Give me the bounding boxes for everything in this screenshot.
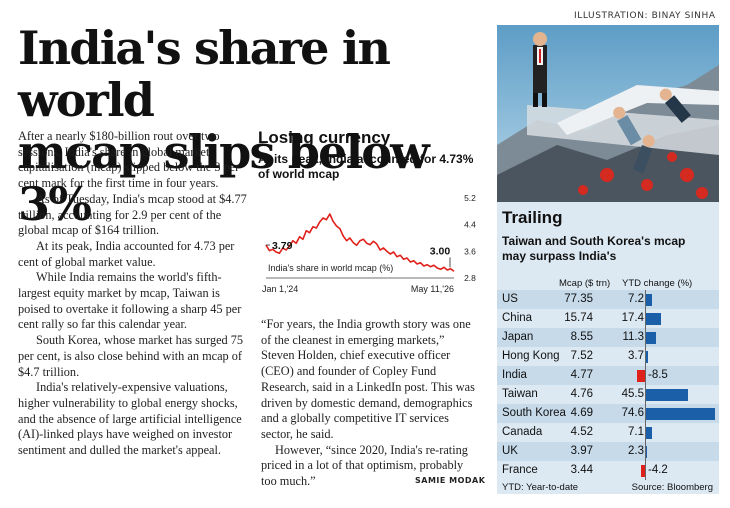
paragraph: After a nearly $180-billion rout over tw… <box>18 129 240 191</box>
ytd-value: 7.1 <box>628 426 644 438</box>
illustration <box>497 25 719 202</box>
y-tick-label: 5.2 <box>464 193 476 203</box>
table-row: South Korea 4.69 74.6 <box>497 404 719 423</box>
ytd-value: 7.2 <box>628 293 644 305</box>
article-column-1: After a nearly $180-billion rout over tw… <box>18 129 250 459</box>
ytd-bar <box>645 408 715 420</box>
mcap-value: 4.76 <box>570 388 593 400</box>
country-label: Canada <box>502 426 543 438</box>
table-row: Taiwan 4.76 45.5 <box>497 385 719 404</box>
ytd-bar <box>645 446 648 458</box>
country-label: India <box>502 369 527 381</box>
paragraph: “For years, the India growth story was o… <box>261 317 475 441</box>
ytd-value: 45.5 <box>621 388 644 400</box>
x-start-label: Jan 1,'24 <box>262 284 298 294</box>
country-label: Taiwan <box>502 388 538 400</box>
paragraph: As of Tuesday, India's mcap stood at $4.… <box>18 191 247 238</box>
chart-title: Losing currency <box>258 128 391 147</box>
paragraph: At its peak, India accounted for 4.73 pe… <box>18 238 235 269</box>
table-row: UK 3.97 2.3 <box>497 442 719 461</box>
mcap-value: 8.55 <box>570 331 593 343</box>
paragraph: However, “since 2020, India's re-rating … <box>261 442 468 489</box>
zero-axis-line <box>645 290 646 480</box>
ytd-value: 11.3 <box>622 331 644 343</box>
y-tick-label: 2.8 <box>464 273 476 283</box>
paragraph: South Korea, whose market has surged 75 … <box>18 333 244 379</box>
mcap-value: 3.44 <box>570 464 593 476</box>
series-legend-label: India's share in world mcap (%) <box>268 263 393 273</box>
line-chart-panel: Losing currency At its peak, India accou… <box>258 128 484 298</box>
paragraph: While India remains the world's fifth-la… <box>18 270 242 332</box>
ytd-value: 74.6 <box>621 407 644 419</box>
ytd-bar <box>637 370 645 382</box>
country-label: France <box>502 464 538 476</box>
trailing-table: US 77.35 7.2 China 15.74 17.4 Japan 8.55 11.3 Hon… <box>497 290 719 480</box>
article-column-2: “For years, the India growth story was o… <box>261 317 481 490</box>
headline-line-2: mcap slips below 3% <box>18 125 430 231</box>
headline: India's share in world mcap slips below … <box>18 22 488 230</box>
country-label: UK <box>502 445 518 457</box>
y-tick-label: 3.6 <box>464 246 476 256</box>
country-label: South Korea <box>502 407 566 419</box>
paragraph: India's relatively-expensive valuations,… <box>18 380 242 458</box>
mcap-value: 77.35 <box>564 293 593 305</box>
column-header-mcap: Mcap ($ trn) <box>559 278 611 289</box>
headline-line-1: India's share in world <box>18 21 391 127</box>
illustration-art <box>497 25 719 202</box>
table-row: Canada 4.52 7.1 <box>497 423 719 442</box>
mcap-value: 7.52 <box>570 350 593 362</box>
trailing-panel: Trailing Taiwan and South Korea's mcap m… <box>497 202 719 494</box>
ytd-bar <box>645 332 656 344</box>
country-label: Hong Kong <box>502 350 560 362</box>
mcap-value: 15.74 <box>564 312 593 324</box>
footnote: YTD: Year-to-date <box>502 482 579 493</box>
mcap-value: 4.69 <box>570 407 593 419</box>
trailing-subtitle: Taiwan and South Korea's mcap may surpas… <box>502 234 686 263</box>
ytd-value: 17.4 <box>621 312 644 324</box>
chart-subtitle: At its peak, India accounted for 4.73% o… <box>258 152 474 181</box>
end-value-label: 3.00 <box>430 245 451 257</box>
table-row: US 77.35 7.2 <box>497 290 719 309</box>
ytd-bar <box>645 294 652 306</box>
mcap-value: 4.77 <box>570 369 593 381</box>
country-label: US <box>502 293 518 305</box>
x-end-label: May 11,'26 <box>411 284 454 294</box>
table-row: China 15.74 17.4 <box>497 309 719 328</box>
trailing-title: Trailing <box>502 208 563 227</box>
ytd-bar <box>645 389 688 401</box>
illustration-credit: ILLUSTRATION: BINAY SINHA <box>574 11 716 21</box>
ytd-bar <box>645 351 649 363</box>
source-note: Source: Bloomberg <box>631 482 713 493</box>
line-chart: 5.2 4.4 3.6 2.8 3.79 3.00 India's share in wor… <box>262 193 476 294</box>
byline: SAMIE MODAK <box>415 476 486 485</box>
ytd-value: -8.5 <box>648 369 668 381</box>
mcap-value: 4.52 <box>570 426 593 438</box>
table-row: Japan 8.55 11.3 <box>497 328 719 347</box>
country-label: China <box>502 312 533 324</box>
ytd-value: -4.2 <box>648 464 668 476</box>
ytd-bar <box>645 427 652 439</box>
ytd-value: 3.7 <box>628 350 644 362</box>
table-row: Hong Kong 7.52 3.7 <box>497 347 719 366</box>
start-value-label: 3.79 <box>272 240 293 252</box>
table-row: France 3.44 -4.2 <box>497 461 719 480</box>
table-row: India 4.77 -8.5 <box>497 366 719 385</box>
country-label: Japan <box>502 331 534 343</box>
column-header-ytd: YTD change (%) <box>622 278 693 289</box>
ytd-value: 2.3 <box>628 445 644 457</box>
y-tick-label: 4.4 <box>464 220 476 230</box>
ytd-bar <box>641 465 645 477</box>
ytd-bar <box>645 313 662 325</box>
mcap-value: 3.97 <box>570 445 593 457</box>
series-line <box>265 213 455 272</box>
